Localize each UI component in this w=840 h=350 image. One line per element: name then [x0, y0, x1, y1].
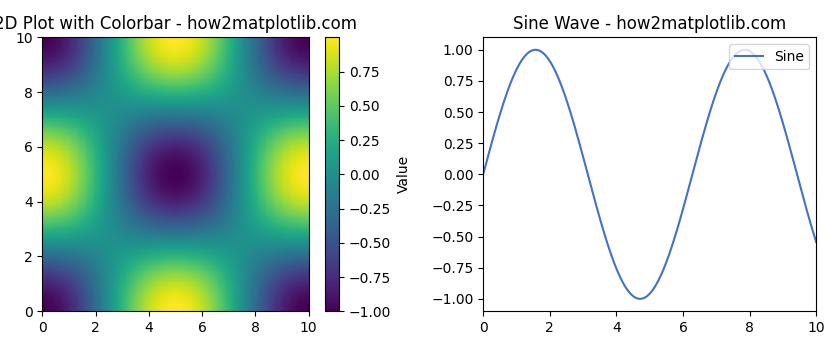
- Legend: Sine: Sine: [729, 44, 809, 69]
- Sine: [637, 296, 647, 301]
- Y-axis label: Value: Value: [396, 155, 411, 193]
- Title: Sine Wave - how2matplotlib.com: Sine Wave - how2matplotlib.com: [513, 15, 786, 33]
- Line: Sine: Sine: [483, 50, 816, 299]
- Sine: [677, 210, 687, 215]
- Sine: [805, 218, 815, 222]
- Sine: [811, 240, 822, 244]
- Sine: [740, 48, 750, 52]
- Sine: [639, 296, 649, 300]
- Sine: [635, 297, 645, 301]
- Sine: [659, 266, 669, 270]
- Title: 2D Plot with Colorbar - how2matplotlib.com: 2D Plot with Colorbar - how2matplotlib.c…: [0, 15, 357, 33]
- Sine: [478, 172, 488, 176]
- Sine: [753, 57, 763, 61]
